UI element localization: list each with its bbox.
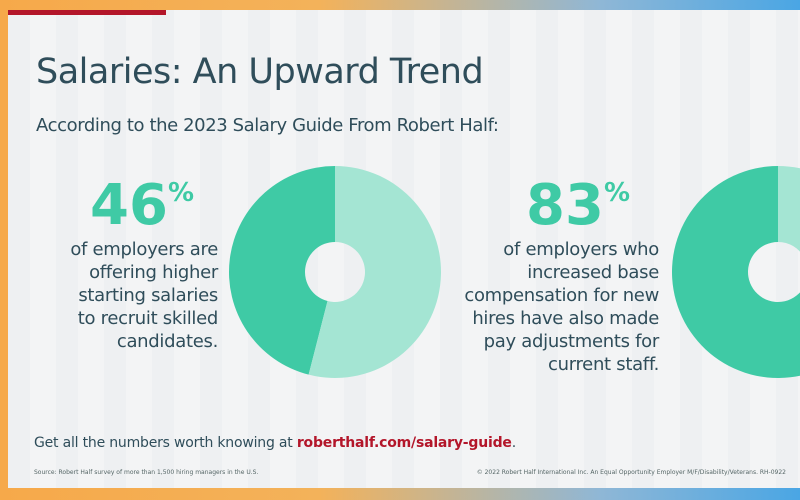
donut-1-slice-2 [308,166,441,379]
donut-charts [228,166,800,379]
donut-2-slice-2 [778,166,800,252]
desc-line: of employers are [70,239,218,260]
desc-line: starting salaries [78,285,218,306]
donut-2-slice-1 [672,166,800,378]
page-title: Salaries: An Upward Trend [36,52,484,92]
desc-line: compensation for new [464,285,659,306]
red-accent-bar [8,10,166,15]
cta-prefix: Get all the numbers worth knowing at [34,435,297,451]
stat-1-number: 46 [90,173,168,238]
stat-2-number: 83 [526,173,604,238]
infographic-card: Salaries: An Upward Trend According to t… [8,10,800,488]
desc-line: candidates. [116,331,218,352]
stat-1-value: 46% [90,178,194,234]
copyright-note: © 2022 Robert Half International Inc. An… [476,469,786,476]
desc-line: to recruit skilled [77,308,219,329]
stat-1-unit: % [167,178,194,208]
subtitle: According to the 2023 Salary Guide From … [36,115,499,136]
source-note: Source: Robert Half survey of more than … [34,469,259,476]
desc-line: offering higher [89,262,218,283]
desc-line: current staff. [547,354,659,375]
cta-text: Get all the numbers worth knowing at rob… [34,435,516,451]
desc-line: of employers who [503,239,659,260]
salary-guide-link[interactable]: roberthalf.com/salary-guide [296,435,512,451]
stat-2-description: of employers who increased base compensa… [464,238,659,376]
donut-1-slice-1 [228,166,335,375]
stat-2-unit: % [603,178,630,208]
desc-line: increased base [527,262,659,283]
stat-2-value: 83% [526,178,630,234]
stat-1-description: of employers are offering higher startin… [70,238,218,353]
desc-line: hires have also made [472,308,659,329]
desc-line: pay adjustments for [483,331,660,352]
cta-period: . [511,435,516,451]
